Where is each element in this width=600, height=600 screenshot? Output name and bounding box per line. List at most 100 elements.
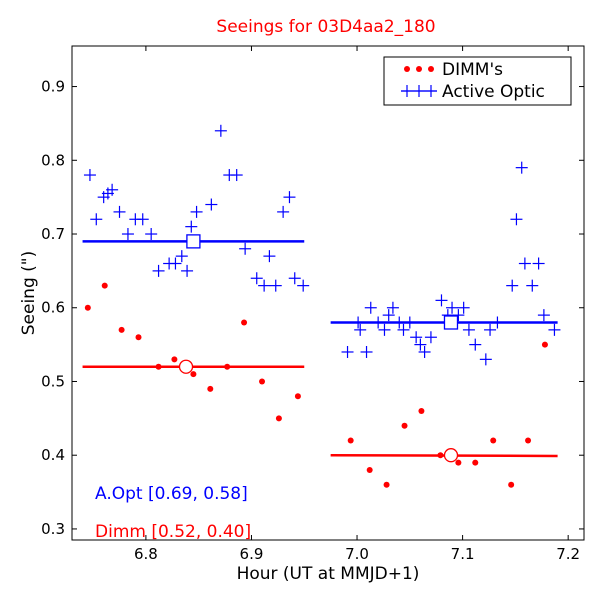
active_optic-point xyxy=(121,228,134,241)
x-tick-label: 7.0 xyxy=(345,545,369,563)
active_optic-point xyxy=(378,323,391,336)
dimm-point xyxy=(366,466,373,473)
dimm-point xyxy=(275,415,282,422)
active_optic-point xyxy=(424,331,437,344)
dimm-point xyxy=(508,481,515,488)
plot-marks xyxy=(82,124,561,488)
dimm-point xyxy=(171,356,178,363)
dimm-point xyxy=(437,452,444,459)
active_optic-point xyxy=(435,294,448,307)
active_optic-point xyxy=(452,309,465,322)
y-tick-label: 0.9 xyxy=(41,78,65,96)
x-tick-label: 6.9 xyxy=(240,545,264,563)
active_optic-point xyxy=(205,198,218,211)
y-tick-label: 0.7 xyxy=(41,225,65,243)
active_optic-point xyxy=(462,323,475,336)
active_optic-point xyxy=(230,169,243,182)
active_optic-point xyxy=(83,169,96,182)
legend-active-optic-marker xyxy=(401,85,437,97)
x-tick-label: 7.1 xyxy=(451,545,475,563)
dimm-point xyxy=(347,437,354,444)
active_optic-point xyxy=(136,213,149,226)
dimm-point xyxy=(525,437,532,444)
plot-frame xyxy=(71,45,585,541)
chart-title: Seeings for 03D4aa2_180 xyxy=(216,17,435,37)
legend-dimm-marker xyxy=(404,66,434,72)
dimm-point xyxy=(101,282,108,289)
active_optic-point xyxy=(397,323,410,336)
active_optic-point xyxy=(382,309,395,322)
active_optic-point xyxy=(169,257,182,270)
active_optic-point xyxy=(510,213,523,226)
active_optic-point xyxy=(403,316,416,329)
active_optic-point xyxy=(90,213,103,226)
active_optic-point xyxy=(457,301,470,314)
y-tick-label: 0.8 xyxy=(41,151,65,169)
active_optic-point xyxy=(469,338,482,351)
dimm-point xyxy=(490,437,497,444)
legend-dimm-dot xyxy=(404,66,410,72)
active_optic-point xyxy=(263,250,276,263)
active_optic-point xyxy=(418,345,431,358)
active_optic-point xyxy=(410,331,423,344)
active_optic-mean-marker xyxy=(186,234,201,249)
active_optic-point xyxy=(479,353,492,366)
dimm-point xyxy=(418,407,425,414)
x-tick-label: 6.8 xyxy=(134,545,158,563)
dimm-point xyxy=(541,341,548,348)
active_optic-point xyxy=(386,301,399,314)
active_optic-point xyxy=(341,345,354,358)
y-tick-label: 0.3 xyxy=(41,520,65,538)
active_optic-point xyxy=(277,205,290,218)
legend-box xyxy=(383,56,572,106)
active_optic-point xyxy=(515,161,528,174)
active_optic-mean-marker xyxy=(443,315,459,330)
active_optic-point xyxy=(288,272,301,285)
dimm-point xyxy=(472,459,479,466)
axis-ticks: 6.8 6.9 7.0 7.1 7.2 0.3 0.4 0.5 0.6 0.7 0.8 0.9 xyxy=(41,46,584,563)
active_optic-point xyxy=(297,279,310,292)
dimm-mean-marker xyxy=(178,359,194,374)
legend: DIMM's Active Optic xyxy=(383,56,572,106)
dimm-point xyxy=(207,385,214,392)
active_optic-point xyxy=(393,316,406,329)
active_optic-point xyxy=(526,279,539,292)
active_optic-point xyxy=(175,250,188,263)
annotation-active-optic-summary: A.Opt [0.69, 0.58] xyxy=(95,484,248,504)
dimm-mean-marker xyxy=(443,448,459,463)
active_optic-point xyxy=(214,124,227,137)
active_optic-point xyxy=(518,257,531,270)
y-tick-label: 0.6 xyxy=(41,299,65,317)
active_optic-point xyxy=(491,316,504,329)
active_optic-point xyxy=(152,264,165,277)
active_optic-point xyxy=(145,228,158,241)
dimm-point xyxy=(259,378,266,385)
dimm-point xyxy=(118,326,125,333)
active_optic-point xyxy=(106,183,119,196)
dimm-point xyxy=(241,319,248,326)
dimm-point xyxy=(190,371,197,378)
active_optic-point xyxy=(113,205,126,218)
dimm-point xyxy=(135,334,142,341)
y-tick-label: 0.4 xyxy=(41,446,65,464)
y-tick-label: 0.5 xyxy=(41,372,65,390)
active_optic-point xyxy=(372,316,385,329)
active_optic-point xyxy=(506,279,519,292)
active_optic-point xyxy=(414,338,427,351)
x-axis-label: Hour (UT at MMJD+1) xyxy=(237,564,420,584)
annotation-dimm-summary: Dimm [0.52, 0.40] xyxy=(95,522,251,542)
dimm-point xyxy=(294,393,301,400)
active_optic-point xyxy=(239,242,252,255)
legend-dimm-dot xyxy=(428,66,434,72)
active_optic-point xyxy=(269,279,282,292)
dimm-point xyxy=(224,363,231,370)
active_optic-point xyxy=(352,316,365,329)
legend-dimm-dot xyxy=(416,66,422,72)
active_optic-point xyxy=(532,257,545,270)
legend-label-active-optic: Active Optic xyxy=(442,82,545,102)
x-tick-label: 7.2 xyxy=(556,545,580,563)
active_optic-point xyxy=(354,323,367,336)
active_optic-point xyxy=(250,272,263,285)
active_optic-point xyxy=(537,309,550,322)
active_optic-point xyxy=(446,301,459,314)
